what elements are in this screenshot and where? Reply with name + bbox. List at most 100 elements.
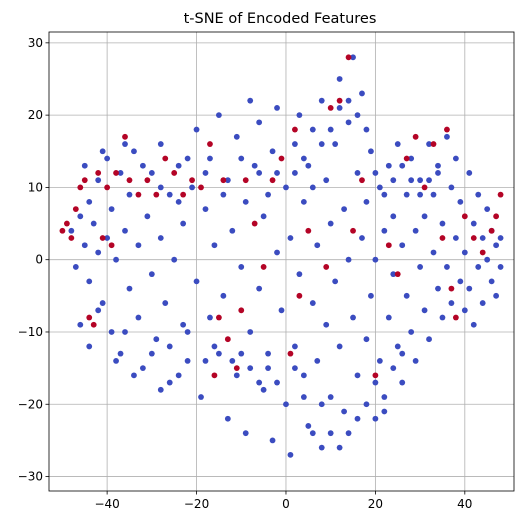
point-class-0 xyxy=(300,394,307,400)
point-class-0 xyxy=(238,155,245,162)
point-class-0 xyxy=(184,155,191,162)
point-class-0 xyxy=(452,235,459,241)
point-class-0 xyxy=(202,206,209,212)
point-class-0 xyxy=(385,162,392,169)
point-class-1 xyxy=(497,191,504,198)
point-class-0 xyxy=(175,198,182,205)
point-class-0 xyxy=(256,170,263,176)
point-class-0 xyxy=(457,198,464,205)
point-class-0 xyxy=(309,300,316,306)
point-class-0 xyxy=(193,278,200,285)
point-class-0 xyxy=(435,170,441,176)
point-class-0 xyxy=(72,264,79,270)
point-class-0 xyxy=(363,336,370,343)
point-class-1 xyxy=(153,191,160,198)
point-class-0 xyxy=(256,285,263,292)
point-class-0 xyxy=(336,76,343,82)
point-class-0 xyxy=(493,242,500,249)
point-class-1 xyxy=(385,242,392,249)
point-class-0 xyxy=(408,329,415,335)
point-class-0 xyxy=(475,191,482,198)
point-class-0 xyxy=(81,242,88,249)
point-class-0 xyxy=(372,415,379,422)
point-class-0 xyxy=(318,141,325,147)
point-class-0 xyxy=(408,155,415,162)
point-class-0 xyxy=(265,365,271,372)
point-class-0 xyxy=(296,271,303,278)
point-class-1 xyxy=(216,314,222,321)
point-class-1 xyxy=(412,133,419,140)
point-class-0 xyxy=(470,321,477,328)
point-class-0 xyxy=(363,126,370,133)
point-class-1 xyxy=(90,321,97,328)
point-class-0 xyxy=(385,314,392,321)
point-class-1 xyxy=(95,170,102,176)
point-class-0 xyxy=(224,177,231,184)
point-class-1 xyxy=(350,227,356,234)
point-class-0 xyxy=(144,213,151,220)
point-class-0 xyxy=(242,198,249,205)
point-class-0 xyxy=(220,191,227,198)
point-class-0 xyxy=(488,278,495,285)
point-class-0 xyxy=(394,141,401,147)
point-class-1 xyxy=(122,133,128,140)
axes: −40 −20 0 20 40 −30 −20 −10 0 10 20 30 xyxy=(18,31,515,511)
point-class-0 xyxy=(238,350,245,357)
point-class-0 xyxy=(381,191,388,198)
point-class-1 xyxy=(171,170,178,176)
point-class-1 xyxy=(104,184,111,191)
point-class-0 xyxy=(354,112,361,119)
point-class-0 xyxy=(157,141,164,147)
point-class-0 xyxy=(175,372,182,379)
point-class-0 xyxy=(99,148,106,155)
point-class-0 xyxy=(412,227,419,234)
point-class-1 xyxy=(99,235,106,241)
point-class-0 xyxy=(95,249,102,256)
point-class-0 xyxy=(256,119,263,126)
point-class-0 xyxy=(122,329,128,335)
point-class-1 xyxy=(336,97,343,104)
point-class-0 xyxy=(466,285,473,292)
point-class-0 xyxy=(332,278,339,285)
point-class-0 xyxy=(251,162,258,169)
point-class-0 xyxy=(238,264,245,270)
data-points xyxy=(59,54,504,458)
point-class-0 xyxy=(135,242,142,249)
point-class-0 xyxy=(148,271,155,278)
point-class-0 xyxy=(417,264,424,270)
point-class-0 xyxy=(126,285,133,292)
point-class-0 xyxy=(184,357,191,364)
point-class-0 xyxy=(345,119,352,126)
point-class-0 xyxy=(426,336,432,343)
point-class-1 xyxy=(372,372,379,379)
point-class-0 xyxy=(207,155,213,162)
point-class-0 xyxy=(444,133,450,140)
point-class-0 xyxy=(412,357,419,364)
point-class-0 xyxy=(117,170,124,176)
point-class-1 xyxy=(327,104,334,111)
point-class-1 xyxy=(421,184,428,191)
point-class-0 xyxy=(372,256,379,263)
point-class-0 xyxy=(461,307,468,314)
point-class-0 xyxy=(408,177,415,184)
point-class-0 xyxy=(399,350,406,357)
y-tick-label: 0 xyxy=(35,253,43,267)
point-class-0 xyxy=(332,141,339,147)
point-class-0 xyxy=(95,307,102,314)
point-class-0 xyxy=(269,437,276,444)
point-class-0 xyxy=(359,90,365,97)
point-class-0 xyxy=(198,394,204,400)
point-class-1 xyxy=(233,365,240,372)
point-class-0 xyxy=(247,97,254,104)
chart-title: t-SNE of Encoded Features xyxy=(184,11,377,27)
point-class-0 xyxy=(435,162,441,169)
point-class-1 xyxy=(220,177,227,184)
point-class-0 xyxy=(426,177,432,184)
point-class-0 xyxy=(242,430,249,437)
plot-frame xyxy=(48,31,515,492)
point-class-1 xyxy=(68,235,75,241)
point-class-0 xyxy=(256,379,263,386)
point-class-0 xyxy=(399,162,406,169)
point-class-0 xyxy=(292,170,298,176)
point-class-1 xyxy=(162,155,169,162)
